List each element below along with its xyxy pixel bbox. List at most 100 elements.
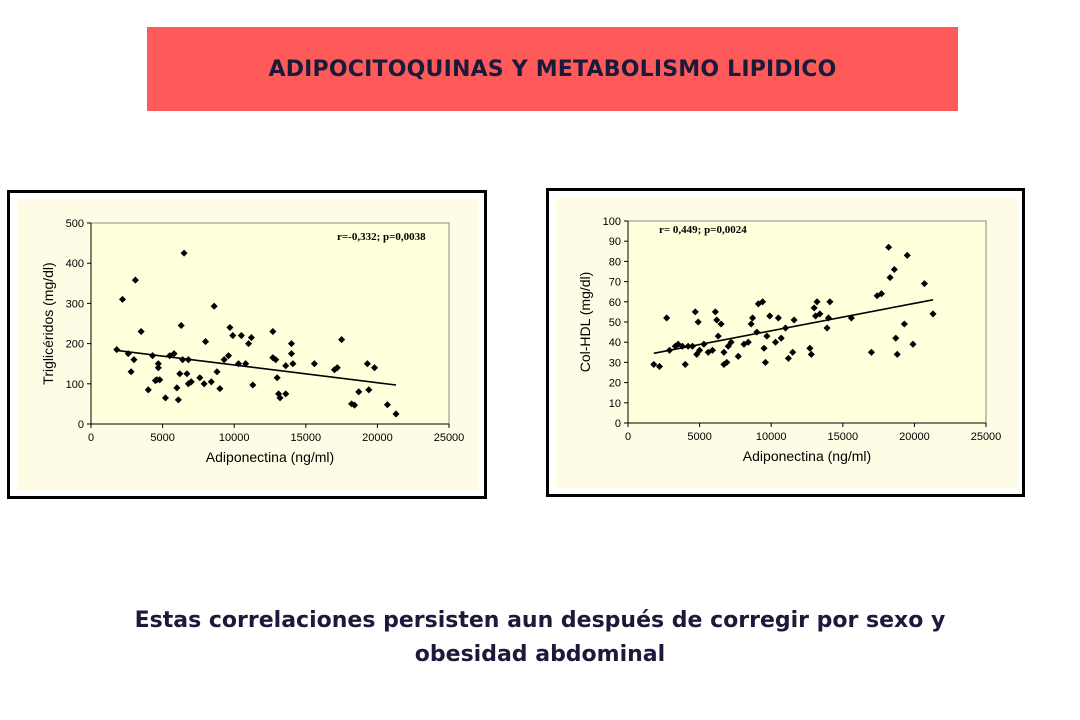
y-axis-label: Triglicéridos (mg/dl) (40, 262, 56, 384)
data-point (161, 394, 169, 402)
x-tick-label: 0 (625, 431, 631, 443)
data-point (663, 314, 671, 322)
data-point (355, 388, 363, 396)
data-point (118, 295, 127, 303)
data-point (244, 340, 253, 348)
data-point (813, 298, 821, 306)
data-point (333, 364, 341, 372)
data-point (350, 401, 359, 409)
data-point (766, 312, 774, 320)
data-point (184, 356, 192, 364)
data-point (392, 410, 400, 418)
title-banner: ADIPOCITOQUINAS Y METABOLISMO LIPIDICO (147, 27, 958, 111)
data-point (826, 298, 834, 306)
data-point (187, 378, 195, 386)
x-tick-label: 15000 (828, 431, 859, 443)
plot-area (627, 220, 987, 424)
y-tick-label: 20 (609, 378, 621, 390)
x-tick-label: 25000 (971, 431, 1002, 443)
data-point (816, 310, 824, 318)
data-point (144, 386, 152, 394)
data-point (234, 360, 243, 368)
y-tick-label: 300 (66, 298, 84, 310)
data-point (761, 358, 770, 366)
data-point (383, 401, 391, 409)
data-point (714, 332, 722, 340)
x-tick-label: 5000 (687, 431, 711, 443)
data-point (173, 384, 181, 392)
data-point (113, 346, 121, 354)
data-point (781, 324, 790, 332)
data-point (665, 346, 674, 354)
y-tick-label: 40 (609, 337, 621, 349)
data-point (149, 352, 157, 360)
data-point (177, 321, 185, 330)
data-point (202, 338, 210, 346)
data-point (137, 328, 145, 336)
data-point (920, 280, 928, 288)
data-point (273, 374, 281, 382)
trend-line (116, 349, 397, 386)
data-point (276, 394, 284, 402)
data-point (890, 265, 898, 274)
data-point (371, 364, 379, 372)
trend-line (653, 298, 934, 355)
data-point (242, 360, 250, 368)
hdl-scatter-chart: 0 10 20 30 40 50 60 70 80 90 100 0 5000 10000 15000 200… (556, 198, 1017, 488)
data-point (247, 334, 255, 342)
plot-area (90, 222, 450, 425)
data-point (929, 310, 937, 318)
data-point (338, 336, 346, 344)
data-point (727, 338, 735, 346)
y-tick-label: 200 (66, 339, 84, 351)
data-point (753, 328, 761, 336)
x-tick-label: 25000 (434, 432, 465, 444)
data-point (877, 290, 885, 298)
x-axis-label: Adiponectina (ng/ml) (206, 449, 334, 465)
data-point (287, 340, 296, 348)
y-tick-label: 30 (609, 357, 621, 369)
page-title: ADIPOCITOQUINAS Y METABOLISMO LIPIDICO (268, 56, 837, 82)
caption-line-1: Estas correlaciones persisten aun despué… (134, 608, 946, 633)
data-point (892, 334, 900, 342)
correlation-annotation: r=-0,332; p=0,0038 (337, 231, 426, 243)
data-point (216, 385, 224, 393)
data-point (310, 360, 318, 368)
data-point (365, 386, 373, 394)
data-point (200, 380, 208, 388)
data-point (176, 370, 184, 378)
data-point (210, 302, 218, 310)
hdl-chart-frame: 0 10 20 30 40 50 60 70 80 90 100 0 5000 10000 15000 200… (546, 188, 1025, 497)
data-point (688, 342, 696, 350)
x-tick-label: 10000 (219, 432, 250, 444)
y-tick-label: 90 (609, 236, 621, 248)
y-tick-label: 0 (78, 419, 84, 431)
data-point (183, 370, 191, 378)
y-axis-label: Col-HDL (mg/dl) (577, 272, 593, 373)
data-point (363, 360, 371, 368)
y-tick-label: 400 (66, 258, 84, 270)
data-point (269, 328, 277, 336)
data-point (180, 249, 188, 257)
data-point (249, 381, 257, 389)
data-point (650, 360, 658, 368)
caption-line-2: obesidad abdominal (414, 642, 666, 667)
data-point (272, 356, 280, 364)
data-point (226, 323, 234, 332)
data-point (229, 332, 237, 340)
data-point (237, 332, 245, 340)
y-tick-label: 100 (66, 379, 84, 391)
y-tick-label: 0 (615, 418, 621, 430)
y-tick-label: 70 (609, 277, 621, 289)
data-point (207, 378, 215, 386)
data-point (179, 356, 187, 364)
x-tick-label: 15000 (291, 432, 322, 444)
triglycerides-chart-frame: 0 100 200 300 400 500 0 5000 10000 15000 20000 2500… (7, 190, 487, 499)
y-tick-label: 500 (66, 218, 84, 230)
data-point (289, 360, 297, 368)
data-point (893, 350, 901, 358)
x-tick-label: 0 (88, 432, 94, 444)
data-point (287, 350, 296, 358)
data-point (213, 368, 221, 376)
